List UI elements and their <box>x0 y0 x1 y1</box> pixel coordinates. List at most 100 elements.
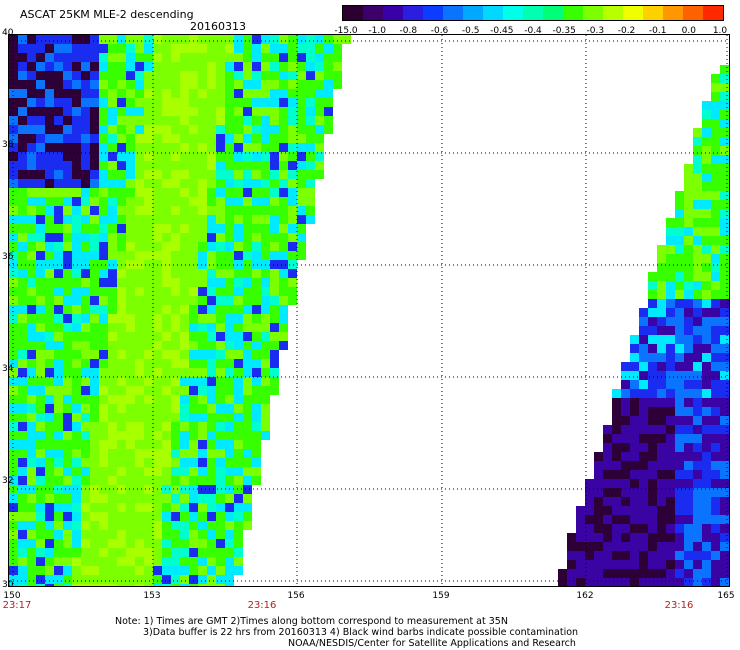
swath-cell <box>171 260 180 269</box>
swath-cell <box>657 425 666 434</box>
swath-cell <box>306 53 315 62</box>
swath-cell <box>63 161 72 170</box>
swath-cell <box>63 467 72 476</box>
swath-cell <box>153 251 162 260</box>
swath-cell <box>711 326 720 335</box>
swath-cell <box>279 188 288 197</box>
swath-cell <box>693 470 702 479</box>
swath-cell <box>216 233 225 242</box>
swath-cell <box>162 323 171 332</box>
swath-cell <box>63 404 72 413</box>
swath-cell <box>36 359 45 368</box>
swath-cell <box>72 350 81 359</box>
swath-cell <box>243 413 252 422</box>
swath-cell <box>576 515 585 524</box>
swath-cell <box>225 71 234 80</box>
swath-cell <box>684 407 693 416</box>
swath-cell <box>18 215 27 224</box>
lon-label: 153 <box>143 591 161 601</box>
swath-cell <box>252 215 261 224</box>
swath-cell <box>27 161 36 170</box>
swath-cell <box>162 206 171 215</box>
swath-cell <box>279 98 288 107</box>
swath-cell <box>720 263 729 272</box>
swath-cell <box>279 152 288 161</box>
swath-cell <box>603 578 612 586</box>
swath-cell <box>684 560 693 569</box>
swath-cell <box>711 308 720 317</box>
swath-cell <box>180 548 189 557</box>
swath-cell <box>189 269 198 278</box>
swath-cell <box>243 323 252 332</box>
swath-cell <box>198 350 207 359</box>
swath-cell <box>54 485 63 494</box>
swath-cell <box>675 398 684 407</box>
swath-cell <box>711 479 720 488</box>
swath-cell <box>612 497 621 506</box>
swath-cell <box>99 62 108 71</box>
swath-cell <box>108 89 117 98</box>
swath-cell <box>18 116 27 125</box>
swath-cell <box>270 269 279 278</box>
swath-cell <box>729 245 730 254</box>
swath-cell <box>315 134 324 143</box>
swath-cell <box>108 287 117 296</box>
swath-cell <box>153 143 162 152</box>
swath-cell <box>27 458 36 467</box>
swath-cell <box>216 530 225 539</box>
swath-cell <box>657 569 666 578</box>
swath-cell <box>675 569 684 578</box>
swath-cell <box>270 161 279 170</box>
swath-cell <box>243 332 252 341</box>
swath-cell <box>243 377 252 386</box>
swath-cell <box>9 422 18 431</box>
swath-cell <box>693 290 702 299</box>
swath-cell <box>45 512 54 521</box>
swath-cell <box>657 245 666 254</box>
swath-cell <box>171 449 180 458</box>
swath-cell <box>135 224 144 233</box>
swath-cell <box>648 353 657 362</box>
swath-cell <box>135 575 144 584</box>
swath-cell <box>135 395 144 404</box>
swath-cell <box>279 179 288 188</box>
swath-cell <box>171 386 180 395</box>
swath-cell <box>198 242 207 251</box>
swath-cell <box>711 263 720 272</box>
swath-cell <box>225 584 234 586</box>
swath-cell <box>72 80 81 89</box>
swath-cell <box>729 137 730 146</box>
swath-cell <box>54 404 63 413</box>
swath-cell <box>234 530 243 539</box>
swath-cell <box>99 440 108 449</box>
swath-cell <box>117 179 126 188</box>
swath-cell <box>63 359 72 368</box>
swath-cell <box>648 515 657 524</box>
swath-cell <box>648 335 657 344</box>
swath-cell <box>207 161 216 170</box>
swath-cell <box>324 71 333 80</box>
swath-cell <box>234 35 243 44</box>
swath-cell <box>162 98 171 107</box>
swath-cell <box>684 497 693 506</box>
swath-cell <box>144 314 153 323</box>
swath-cell <box>288 269 297 278</box>
swath-cell <box>90 512 99 521</box>
swath-cell <box>162 521 171 530</box>
swath-cell <box>126 503 135 512</box>
swath-cell <box>198 485 207 494</box>
swath-cell <box>729 443 730 452</box>
swath-cell <box>216 440 225 449</box>
swath-cell <box>270 359 279 368</box>
swath-cell <box>153 188 162 197</box>
colorbar-tick-label: 0.0 <box>681 26 696 36</box>
swath-cell <box>45 314 54 323</box>
swath-cell <box>198 107 207 116</box>
swath-cell <box>288 179 297 188</box>
swath-cell <box>180 305 189 314</box>
swath-cell <box>234 449 243 458</box>
swath-cell <box>288 35 297 44</box>
swath-cell <box>135 179 144 188</box>
swath-cell <box>144 143 153 152</box>
swath-cell <box>180 179 189 188</box>
